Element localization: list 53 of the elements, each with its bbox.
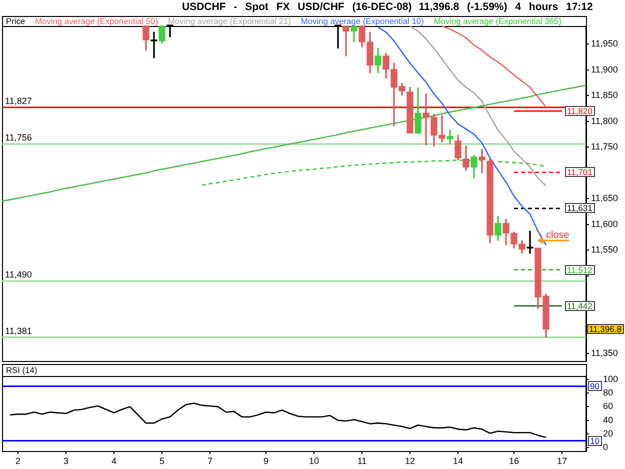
x-tick-label: 10: [308, 456, 320, 466]
data-label: 11,631: [567, 202, 593, 213]
ref-line-label: 10: [590, 436, 600, 446]
ref-line-label: 11,827: [5, 96, 32, 106]
ref-line-label: 11,490: [5, 270, 32, 280]
x-tick-label: 17: [556, 456, 568, 466]
y-tick-label: 11,950: [591, 38, 618, 49]
data-label: 11,512: [567, 264, 593, 275]
chart-title: RSI (14): [6, 365, 38, 375]
x-tick-label: 11: [357, 456, 367, 466]
ref-line-label: 90: [590, 380, 600, 391]
x-tick-label: 5: [159, 456, 165, 466]
text: Moving average (Exponential 50): [35, 16, 158, 26]
data-label: 11,701: [567, 166, 593, 177]
candlestick: [446, 130, 454, 144]
y-tick-label: 80: [603, 388, 614, 398]
text: Moving average (Exponential 21): [168, 16, 291, 26]
x-tick-label: 3: [63, 456, 69, 466]
x-tick-label: 12: [404, 456, 416, 466]
x-tick-label: 14: [452, 456, 464, 466]
candlestick: [526, 230, 534, 254]
legend-title: Price: [6, 16, 26, 26]
y-tick-label: 11,650: [591, 193, 618, 204]
y-tick-label: 100: [603, 374, 618, 384]
y-tick-label: 40: [603, 414, 614, 425]
x-tick-label: 2: [15, 456, 21, 466]
y-tick-label: 11,600: [591, 218, 618, 229]
y-tick-label: 60: [603, 401, 614, 412]
ref-line-label: 11,756: [5, 132, 32, 143]
y-tick-label: 11,800: [591, 116, 618, 126]
data-label: 11,820: [567, 106, 593, 116]
candlestick: [478, 148, 486, 174]
y-tick-label: 11,750: [591, 142, 618, 152]
x-tick-label: 9: [263, 456, 269, 466]
y-tick-label: 0: [603, 442, 608, 452]
y-tick-label: 11,550: [591, 244, 618, 255]
y-tick-label: 11,850: [591, 90, 618, 100]
x-tick-label: 4: [111, 456, 117, 466]
annotation: close: [546, 230, 570, 241]
data-label: 11,442: [567, 300, 593, 311]
chart-title: USDCHF - Spot FX USD/CHF (16-DEC-08): [182, 0, 412, 15]
candlestick: [342, 26, 350, 56]
chart-subtitle: 11,396.8 (-1.59%) 4 hours 17:12: [418, 0, 593, 15]
series-label: Moving average (Exponential 10): [300, 16, 424, 26]
text: 11,396.8: [589, 324, 622, 334]
y-tick-label: 20: [603, 428, 614, 438]
x-tick-label: 7: [207, 456, 213, 466]
x-tick-label: 16: [508, 456, 520, 466]
candlestick: [150, 32, 158, 58]
ref-line-label: 11,381: [5, 326, 32, 336]
y-tick-label: 11,900: [591, 64, 618, 74]
y-tick-label: 11,350: [591, 348, 618, 358]
text: Moving average (Exponential 365): [434, 16, 562, 26]
